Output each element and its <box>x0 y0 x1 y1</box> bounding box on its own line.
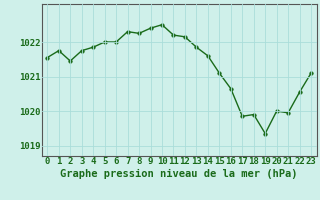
X-axis label: Graphe pression niveau de la mer (hPa): Graphe pression niveau de la mer (hPa) <box>60 169 298 179</box>
